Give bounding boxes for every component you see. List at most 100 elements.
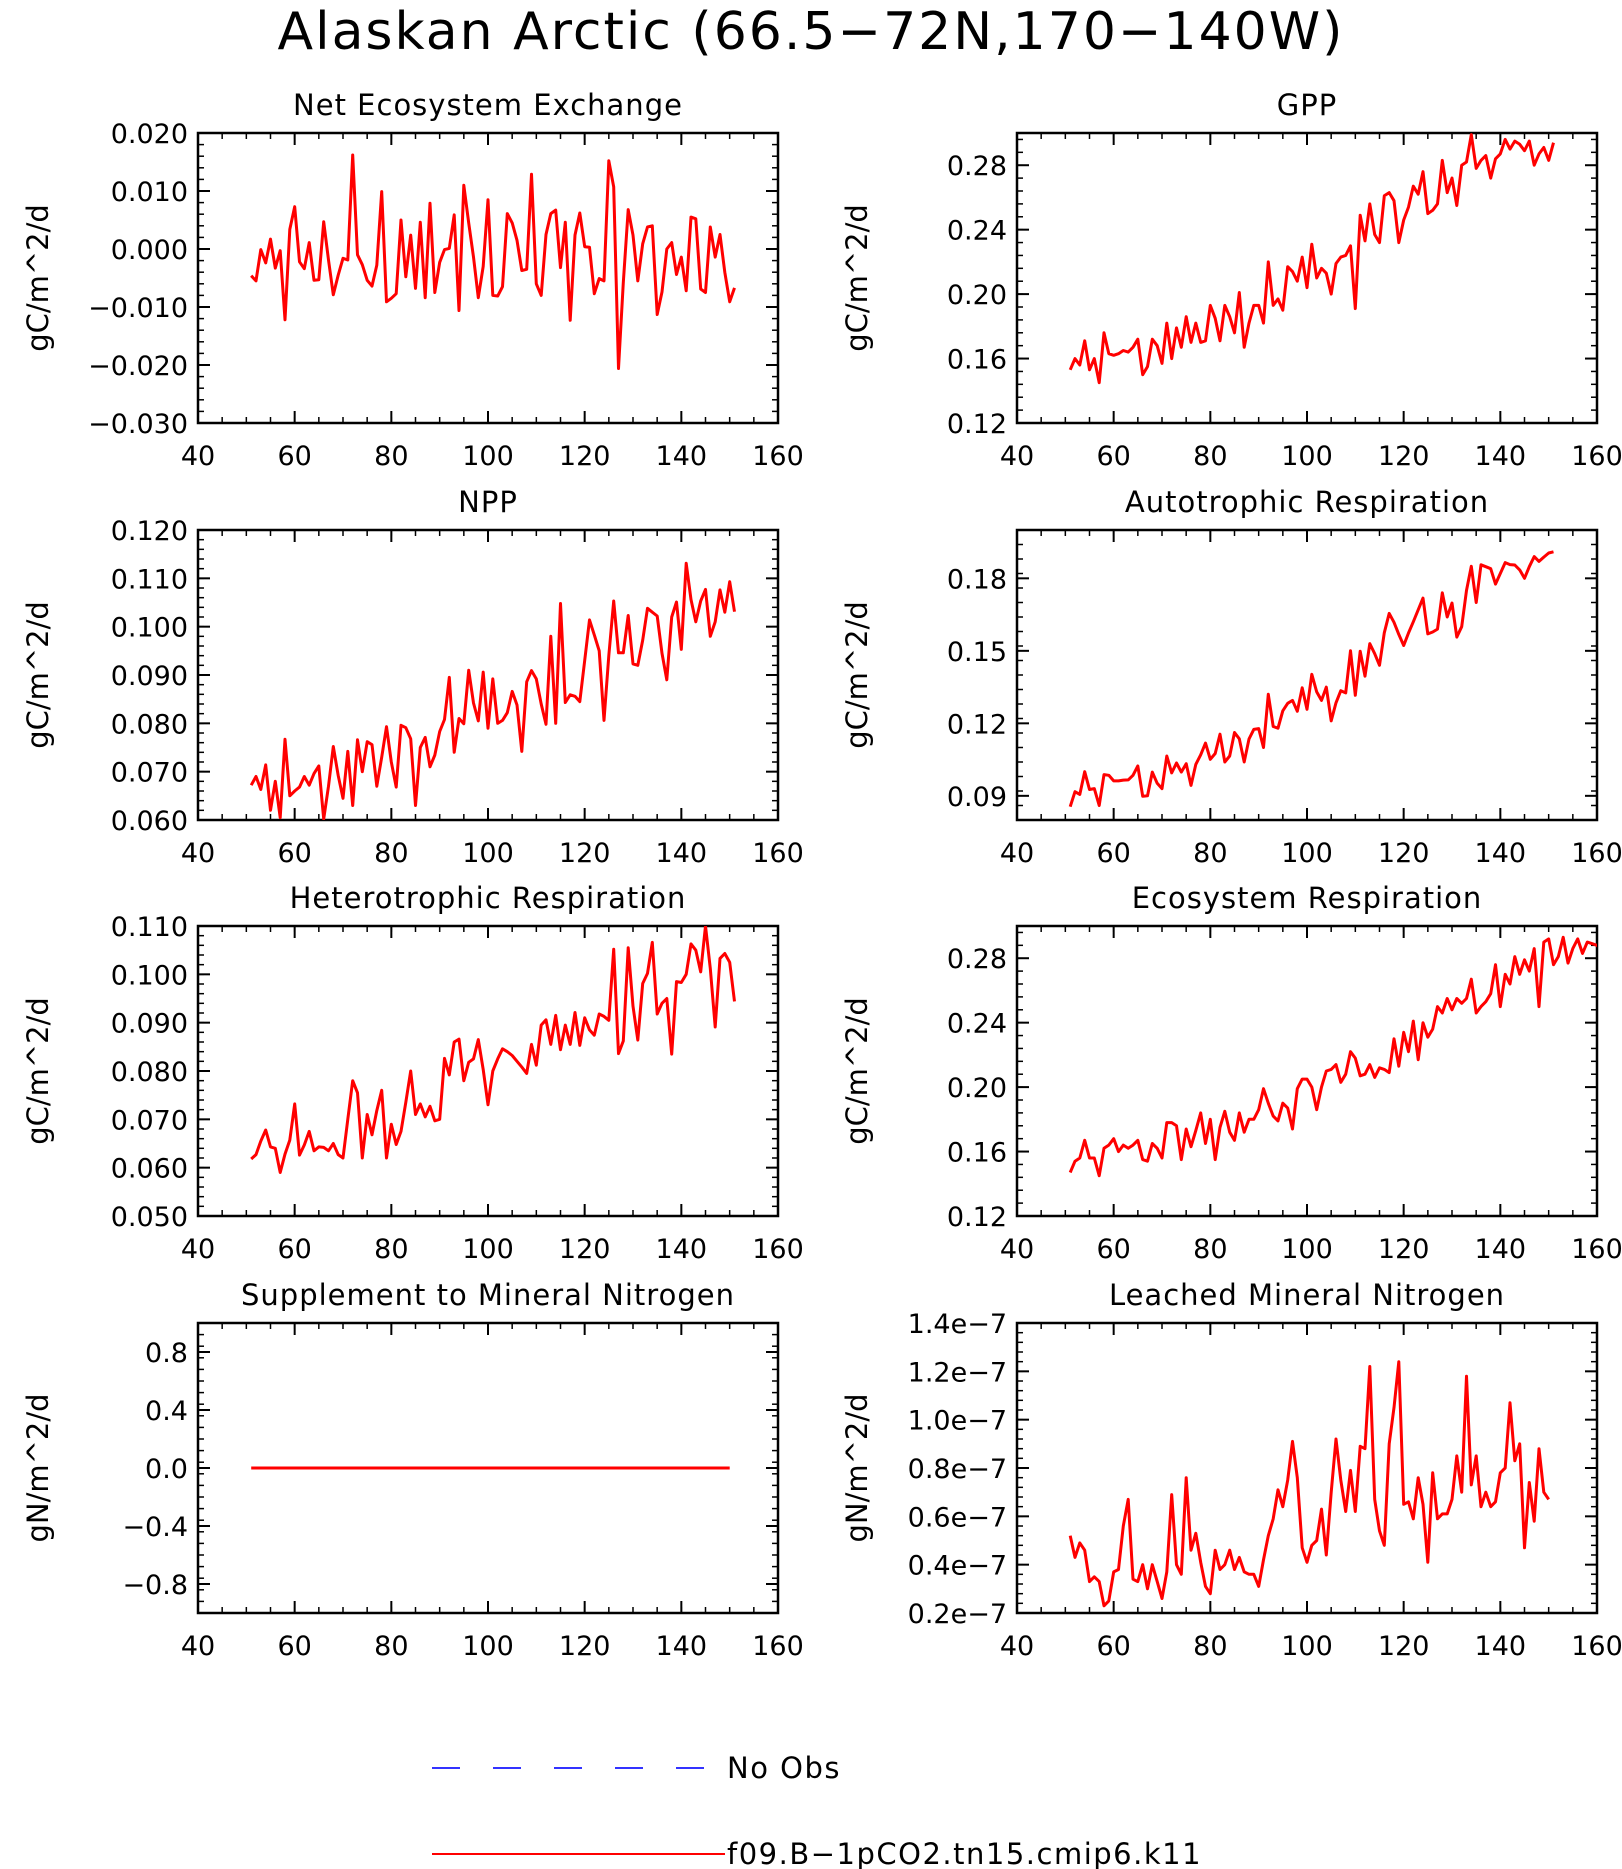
x-tick-label: 40 (181, 1631, 215, 1662)
x-tick-label: 60 (277, 441, 311, 472)
x-tick-label: 80 (1193, 441, 1227, 472)
y-axis-label: gC/m^2/d (21, 601, 55, 749)
y-tick-label: 0.100 (111, 613, 188, 644)
x-tick-label: 80 (1193, 838, 1227, 869)
x-tick-label: 160 (1571, 441, 1622, 472)
y-axis-label: gN/m^2/d (840, 1393, 874, 1542)
x-tick-label: 100 (1281, 838, 1333, 869)
x-tick-label: 100 (462, 441, 514, 472)
x-tick-label: 100 (462, 838, 514, 869)
panel-title: GPP (1277, 88, 1337, 122)
y-tick-label: 0.20 (947, 1073, 1007, 1104)
plot-frame (196, 924, 780, 1218)
y-tick-label: 0.120 (111, 516, 188, 547)
x-tick-label: 140 (1475, 838, 1527, 869)
x-tick-label: 160 (752, 838, 804, 869)
y-axis-label: gC/m^2/d (840, 997, 874, 1145)
y-tick-label: 1.2e−7 (908, 1357, 1007, 1388)
x-tick-label: 100 (462, 1631, 514, 1662)
series-line (1068, 1360, 1550, 1608)
x-tick-label: 140 (656, 1234, 708, 1265)
panel-title: Ecosystem Respiration (1132, 881, 1483, 915)
panel-title: Leached Mineral Nitrogen (1109, 1278, 1505, 1312)
y-tick-label: 0.060 (111, 1154, 188, 1185)
y-tick-label: −0.030 (88, 409, 188, 440)
y-tick-label: 0.070 (111, 758, 188, 789)
panel-title: Supplement to Mineral Nitrogen (241, 1278, 735, 1312)
x-tick-label: 40 (181, 838, 215, 869)
x-tick-label: 60 (277, 1234, 311, 1265)
y-axis-label: gC/m^2/d (840, 601, 874, 749)
series-line (1068, 550, 1554, 808)
y-tick-label: 0.09 (947, 782, 1007, 813)
legend: No Obs f09.B−1pCO2.tn15.cmip6.k11 (432, 1751, 1202, 1869)
x-tick-label: 120 (1378, 1631, 1430, 1662)
chart-panel: Heterotrophic Respiration gC/m^2/d 40 60 80 1… (21, 881, 804, 1265)
page-title: Alaskan Arctic (66.5−72N,170−140W) (277, 2, 1345, 62)
x-tick-label: 80 (374, 838, 408, 869)
x-tick-label: 160 (752, 1631, 804, 1662)
plot-frame (196, 131, 780, 425)
y-tick-label: 0.110 (111, 564, 188, 595)
chart-panel: Supplement to Mineral Nitrogen gN/m^2/d 40… (21, 1278, 804, 1662)
x-tick-label: 160 (1571, 1631, 1622, 1662)
x-tick-label: 80 (1193, 1234, 1227, 1265)
chart-panel: GPP gC/m^2/d 40 60 80 100 120 140 160 0.28 0.24 0.2… (840, 88, 1622, 472)
chart-panel: NPP gC/m^2/d 40 60 80 100 120 140 160 0.120 0.110 0… (21, 485, 804, 869)
series-line (249, 561, 736, 820)
plot-frame (196, 528, 780, 822)
series-line (250, 926, 736, 1174)
x-tick-label: 60 (277, 838, 311, 869)
x-tick-label: 140 (656, 1631, 708, 1662)
y-tick-label: 0.18 (947, 564, 1007, 595)
y-tick-label: 0.24 (947, 216, 1007, 247)
chart-panel: Net Ecosystem Exchange gC/m^2/d 40 60 80 100 1… (21, 88, 804, 472)
x-tick-label: 140 (1475, 1234, 1527, 1265)
x-tick-label: 160 (1571, 838, 1622, 869)
y-tick-label: 0.070 (111, 1105, 188, 1136)
y-tick-label: 0.100 (111, 960, 188, 991)
y-axis-label: gC/m^2/d (21, 997, 55, 1145)
x-tick-label: 120 (559, 1234, 611, 1265)
y-tick-label: 0.16 (947, 345, 1007, 376)
x-tick-label: 40 (1000, 838, 1034, 869)
x-tick-label: 120 (1378, 1234, 1430, 1265)
y-tick-label: 0.010 (111, 177, 188, 208)
y-tick-label: 0.12 (947, 1202, 1007, 1233)
x-tick-label: 80 (374, 1234, 408, 1265)
x-tick-label: 120 (559, 838, 611, 869)
y-tick-label: 0.16 (947, 1138, 1007, 1169)
y-tick-label: 0.8e−7 (908, 1454, 1007, 1485)
x-tick-label: 100 (462, 1234, 514, 1265)
x-tick-label: 140 (656, 838, 708, 869)
x-tick-label: 120 (1378, 838, 1430, 869)
x-tick-label: 40 (1000, 1631, 1034, 1662)
x-tick-label: 60 (1096, 1631, 1130, 1662)
x-tick-label: 100 (1281, 1631, 1333, 1662)
x-tick-label: 160 (1571, 1234, 1622, 1265)
chart-panel: Ecosystem Respiration gC/m^2/d 40 60 80 100 12… (840, 881, 1622, 1265)
series-line (250, 153, 736, 370)
x-tick-label: 100 (1281, 441, 1333, 472)
legend-label: No Obs (727, 1751, 841, 1785)
y-tick-label: 1.4e−7 (908, 1309, 1007, 1340)
y-tick-label: 0.28 (947, 944, 1007, 975)
x-tick-label: 80 (1193, 1631, 1227, 1662)
x-tick-label: 60 (277, 1631, 311, 1662)
x-tick-label: 60 (1096, 1234, 1130, 1265)
x-tick-label: 140 (1475, 441, 1527, 472)
y-tick-label: 0.090 (111, 1009, 188, 1040)
y-tick-label: 0.060 (111, 806, 188, 837)
x-tick-label: 160 (752, 441, 804, 472)
legend-label: f09.B−1pCO2.tn15.cmip6.k11 (727, 1837, 1202, 1869)
x-tick-label: 120 (1378, 441, 1430, 472)
y-tick-label: 0.15 (947, 637, 1007, 668)
x-tick-label: 40 (181, 441, 215, 472)
x-tick-label: 40 (1000, 1234, 1034, 1265)
panel-title: Autotrophic Respiration (1125, 485, 1489, 519)
y-tick-label: 0.110 (111, 912, 188, 943)
y-tick-label: 0.4e−7 (908, 1551, 1007, 1582)
x-tick-label: 40 (181, 1234, 215, 1265)
y-tick-label: 0.080 (111, 709, 188, 740)
